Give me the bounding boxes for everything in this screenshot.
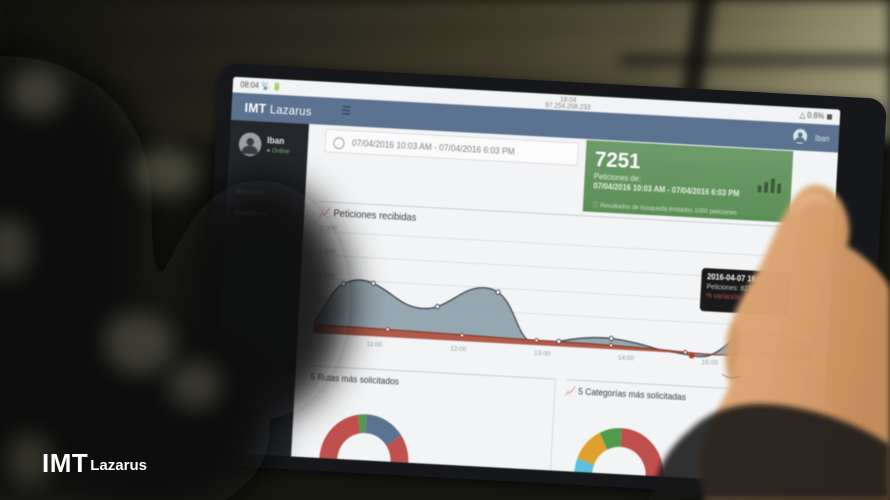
svg-text:11:00: 11:00 [366, 341, 382, 349]
svg-text:14:00: 14:00 [618, 354, 635, 362]
svg-text:1.500: 1.500 [319, 248, 336, 256]
svg-text:2.000: 2.000 [320, 224, 337, 232]
svg-text:1.000: 1.000 [318, 271, 335, 279]
svg-text:13:00: 13:00 [534, 350, 551, 358]
svg-text:15:00: 15:00 [701, 359, 718, 367]
svg-text:16:00: 16:00 [778, 363, 795, 371]
svg-text:12:00: 12:00 [450, 345, 467, 353]
svg-text:500: 500 [316, 295, 328, 303]
